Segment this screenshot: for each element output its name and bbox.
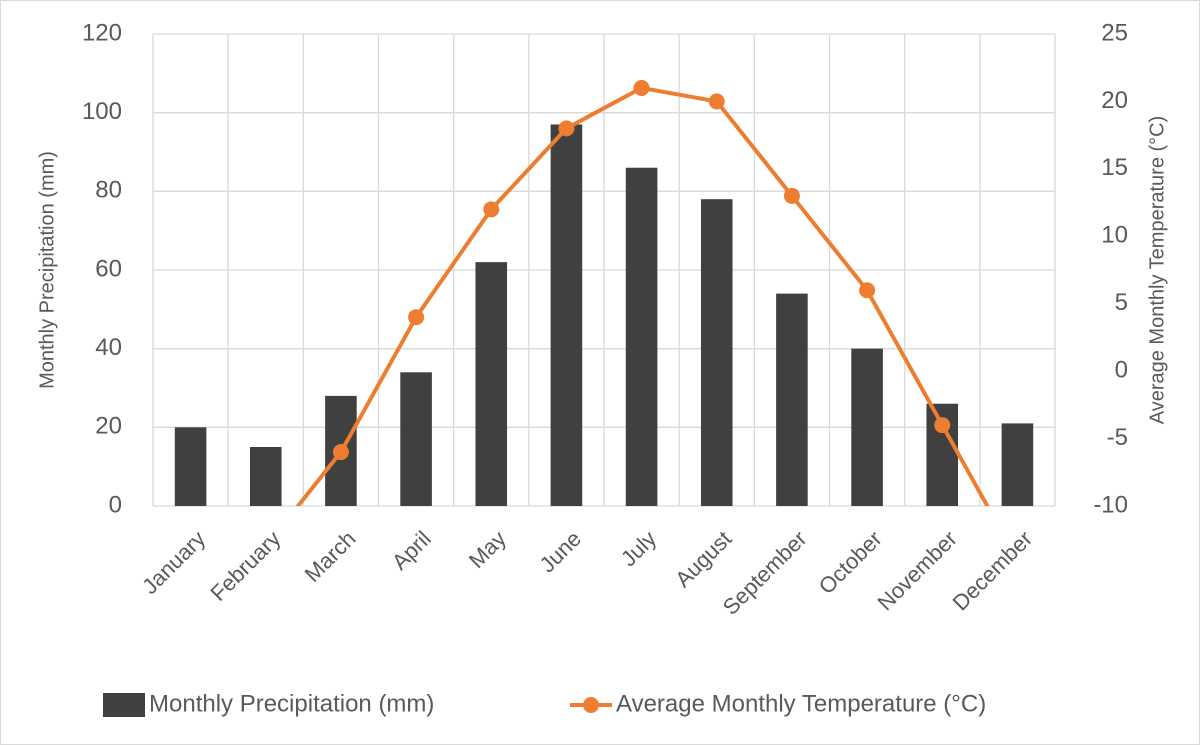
- y-tick-label: 120: [82, 19, 122, 46]
- line-marker: [558, 120, 575, 137]
- y2-tick-label: 25: [1101, 19, 1128, 46]
- y2-tick-label: 5: [1115, 289, 1128, 316]
- bar: [851, 348, 883, 506]
- y2-tick-label: -5: [1107, 424, 1128, 451]
- line-marker: [483, 201, 500, 218]
- bar: [174, 427, 207, 506]
- y2-tick-label: 10: [1101, 222, 1128, 249]
- bar: [400, 372, 432, 506]
- line-marker: [408, 309, 425, 326]
- legend-swatch: [583, 697, 599, 713]
- y-tick-label: 100: [82, 98, 122, 125]
- bar: [776, 293, 808, 506]
- y2-tick-label: 0: [1115, 356, 1128, 383]
- line: [295, 85, 990, 506]
- bar: [475, 262, 508, 506]
- line-marker: [633, 79, 650, 96]
- y2-tick-label: 15: [1101, 154, 1128, 181]
- y-tick-label: 20: [95, 413, 122, 440]
- y-tick-label: 80: [95, 177, 122, 204]
- y-axis-title: Monthly Precipitation (mm): [36, 151, 58, 389]
- bar: [625, 167, 658, 506]
- legend-label: Average Monthly Temperature (°C): [616, 690, 986, 717]
- line-marker: [332, 444, 349, 461]
- line-marker: [859, 282, 876, 299]
- legend-label: Monthly Precipitation (mm): [149, 690, 434, 717]
- bar: [249, 447, 282, 506]
- y2-axis-title: Average Monthly Temperature (°C): [1146, 116, 1168, 425]
- bar: [1001, 423, 1034, 506]
- legend-swatch: [103, 693, 145, 717]
- line-marker: [708, 93, 725, 110]
- y-tick-label: 60: [95, 255, 122, 282]
- y2-tick-label: 20: [1101, 87, 1128, 114]
- y-tick-label: 0: [109, 491, 122, 518]
- line-marker: [934, 417, 951, 434]
- y-tick-label: 40: [95, 334, 122, 361]
- line-marker: [783, 187, 800, 204]
- bar: [700, 199, 733, 506]
- bar: [550, 124, 583, 506]
- y2-tick-label: -10: [1093, 491, 1128, 518]
